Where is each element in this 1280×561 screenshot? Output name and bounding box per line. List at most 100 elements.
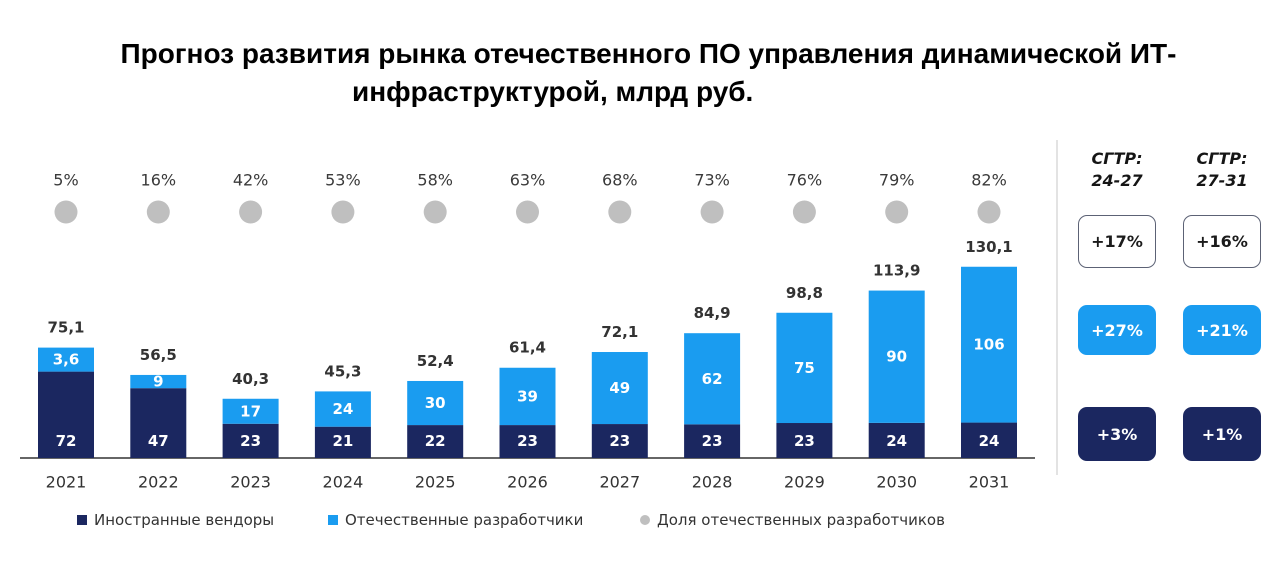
cagr-header-24-27: СГТР: 24-27	[1067, 148, 1167, 192]
x-tick-label: 2023	[230, 473, 271, 492]
bar-segment-foreign	[868, 422, 925, 458]
bar-total-label: 45,3	[324, 362, 361, 380]
bar-total-label: 52,4	[417, 352, 454, 370]
bar-segment-foreign	[222, 423, 279, 458]
bar-total-label: 56,5	[140, 346, 177, 364]
bar-foreign-label: 24	[886, 432, 907, 450]
bar-segment-domestic	[38, 347, 94, 372]
bar-domestic-label: 3,6	[53, 351, 80, 369]
bar-foreign-label: 23	[794, 432, 815, 450]
bar-domestic-label: 49	[609, 379, 630, 397]
chart-title-line-2: инфраструктурой, млрд руб.	[352, 76, 754, 107]
x-tick-label: 2027	[599, 473, 640, 492]
cagr-domestic-27-31: +21%	[1183, 305, 1261, 355]
bar-domestic-label: 9	[153, 373, 163, 391]
share-dot	[146, 200, 170, 224]
share-dot	[54, 200, 78, 224]
share-label: 53%	[325, 171, 361, 190]
bar-segment-foreign	[38, 371, 94, 458]
bar-segment-domestic	[591, 352, 648, 425]
x-tick-label: 2025	[415, 473, 456, 492]
bar-total-label: 72,1	[601, 323, 638, 341]
x-tick-label: 2028	[692, 473, 733, 492]
bar-foreign-label: 24	[979, 432, 1000, 450]
share-label: 82%	[971, 171, 1007, 190]
bar-segment-foreign	[407, 425, 464, 458]
x-tick-label: 2021	[46, 473, 87, 492]
share-label: 63%	[510, 171, 546, 190]
bar-foreign-label: 72	[56, 432, 77, 450]
cagr-total-27-31: +16%	[1183, 215, 1261, 268]
share-label: 73%	[694, 171, 730, 190]
cagr-header-label: СГТР:	[1091, 149, 1143, 168]
bar-foreign-label: 23	[517, 432, 538, 450]
bar-foreign-label: 23	[702, 432, 723, 450]
share-dot	[792, 200, 816, 224]
share-dot	[977, 200, 1001, 224]
x-tick-label: 2030	[876, 473, 917, 492]
bar-foreign-label: 47	[148, 432, 169, 450]
legend-label: Иностранные вендоры	[94, 511, 275, 529]
share-label: 79%	[879, 171, 915, 190]
share-dot	[700, 200, 724, 224]
legend-item-share: Доля отечественных разработчиков	[640, 510, 945, 530]
bar-total-label: 130,1	[965, 238, 1012, 256]
bar-segment-foreign	[314, 426, 371, 458]
x-tick-label: 2026	[507, 473, 548, 492]
bar-segment-domestic	[961, 266, 1017, 423]
bar-total-label: 84,9	[694, 304, 731, 322]
bar-domestic-label: 90	[886, 348, 907, 366]
share-dot	[423, 200, 447, 224]
cagr-header-period: 27-31	[1196, 171, 1248, 190]
share-label: 58%	[417, 171, 453, 190]
bar-foreign-label: 23	[609, 432, 630, 450]
share-dot	[608, 200, 632, 224]
share-dot	[885, 200, 909, 224]
bar-segment-domestic	[684, 333, 741, 425]
x-tick-label: 2024	[323, 473, 364, 492]
cagr-header-period: 24-27	[1091, 171, 1143, 190]
share-label: 68%	[602, 171, 638, 190]
x-tick-label: 2031	[969, 473, 1010, 492]
bar-domestic-label: 17	[240, 402, 261, 420]
bar-domestic-label: 24	[332, 400, 353, 418]
legend-square-foreign-icon	[77, 515, 87, 525]
share-label: 42%	[233, 171, 269, 190]
legend-label: Отечественные разработчики	[345, 511, 584, 529]
legend-label: Доля отечественных разработчиков	[657, 511, 945, 529]
bar-total-label: 75,1	[47, 319, 84, 337]
bar-total-label: 61,4	[509, 339, 546, 357]
legend-item-foreign: Иностранные вендоры	[77, 510, 274, 530]
bar-segment-domestic	[776, 312, 833, 424]
cagr-total-24-27: +17%	[1078, 215, 1156, 268]
bar-domestic-label: 106	[973, 336, 1004, 354]
cagr-foreign-27-31: +1%	[1183, 407, 1261, 461]
x-tick-label: 2022	[138, 473, 179, 492]
legend-dot-share-icon	[640, 515, 650, 525]
bar-foreign-label: 21	[332, 432, 353, 450]
bar-segment-foreign	[130, 388, 187, 458]
share-dot	[331, 200, 355, 224]
share-dot	[239, 200, 263, 224]
share-label: 5%	[53, 171, 78, 190]
bar-domestic-label: 62	[702, 370, 723, 388]
bar-segment-foreign	[499, 425, 556, 458]
bar-total-label: 98,8	[786, 284, 823, 302]
bar-domestic-label: 39	[517, 387, 538, 405]
bar-domestic-label: 75	[794, 359, 815, 377]
cagr-divider	[1056, 140, 1058, 475]
bar-segment-domestic	[868, 290, 925, 423]
cagr-header-27-31: СГТР: 27-31	[1172, 148, 1272, 192]
x-tick-label: 2029	[784, 473, 825, 492]
legend-square-domestic-icon	[328, 515, 338, 525]
bar-segment-foreign	[961, 422, 1017, 458]
cagr-foreign-24-27: +3%	[1078, 407, 1156, 461]
bar-total-label: 113,9	[873, 262, 920, 280]
bar-total-label: 40,3	[232, 370, 269, 388]
legend-item-domestic: Отечественные разработчики	[328, 510, 583, 530]
bar-segment-domestic	[314, 391, 371, 427]
bar-foreign-label: 23	[240, 432, 261, 450]
bar-segment-domestic	[499, 367, 556, 426]
bar-segment-domestic	[130, 374, 187, 389]
